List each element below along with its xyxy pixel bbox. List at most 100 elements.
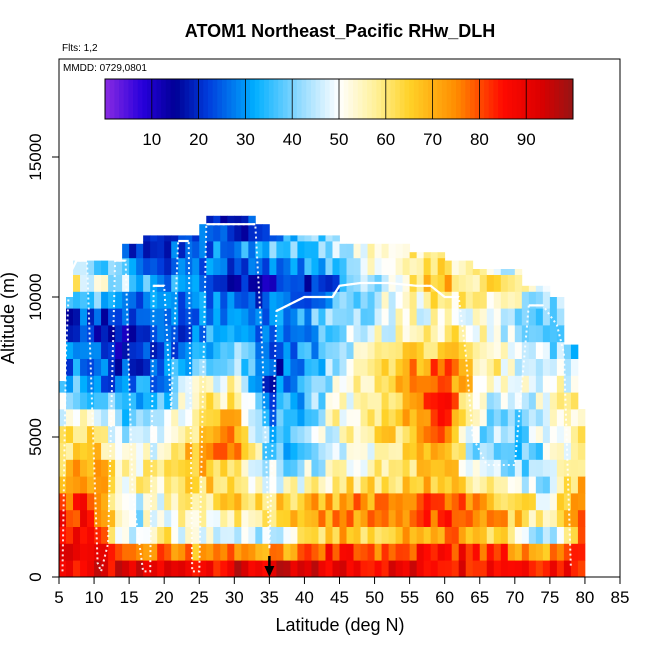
x-axis: 5 10 15 20 25 30 35 40 45 50 55 60 65 70 75 80 85 — [54, 577, 629, 607]
heatmap-cell — [479, 341, 488, 359]
heatmap-cell — [346, 560, 354, 577]
heatmap-cell — [500, 308, 509, 326]
heatmap-cell — [220, 341, 228, 359]
heatmap-cell — [157, 543, 165, 561]
heatmap-cell — [563, 526, 572, 544]
heatmap-cell — [290, 459, 298, 477]
heatmap-cell — [395, 341, 404, 359]
heatmap-cell — [234, 560, 242, 577]
colorbar-segment — [381, 79, 387, 119]
heatmap-cell — [115, 425, 123, 443]
heatmap-cell — [185, 493, 193, 511]
colorbar-segment — [109, 79, 115, 119]
heatmap-cell — [185, 291, 193, 309]
colorbar-segment — [353, 79, 359, 119]
heatmap-cell — [500, 358, 509, 376]
heatmap-cell — [262, 409, 270, 427]
heatmap-cell — [549, 392, 558, 410]
heatmap-cell — [262, 442, 270, 460]
heatmap-cell — [570, 425, 579, 443]
heatmap-cell — [129, 425, 137, 443]
heatmap-cell — [241, 341, 249, 359]
heatmap-cell — [290, 325, 298, 343]
heatmap-cell — [325, 325, 333, 343]
heatmap-cell — [486, 493, 495, 511]
colorbar-segment — [441, 79, 448, 119]
heatmap-cell — [269, 341, 277, 359]
heatmap-cell — [227, 224, 235, 242]
heatmap-cell — [283, 493, 291, 511]
heatmap-cell — [178, 241, 186, 259]
x-tick-label: 30 — [225, 588, 244, 607]
heatmap-cell — [514, 392, 523, 410]
heatmap-cell — [220, 509, 228, 527]
heatmap-cell — [409, 425, 418, 443]
heatmap-cell — [563, 375, 572, 393]
heatmap-cell — [269, 257, 277, 275]
heatmap-cell — [199, 425, 207, 443]
colorbar-segment — [287, 79, 293, 119]
heatmap-cell — [157, 526, 165, 544]
heatmap-cell — [73, 375, 81, 393]
heatmap-cell — [248, 215, 256, 225]
heatmap-cell — [339, 442, 347, 460]
heatmap-cell — [185, 392, 193, 410]
heatmap-cell — [311, 509, 319, 527]
colorbar-segment — [217, 79, 223, 119]
heatmap-cell — [409, 325, 418, 343]
heatmap-cell — [283, 358, 291, 376]
heatmap-cell — [115, 493, 123, 511]
heatmap-cell — [381, 392, 389, 410]
heatmap-cell — [353, 493, 361, 511]
heatmap-cell — [521, 409, 530, 427]
heatmap-cell — [311, 325, 319, 343]
heatmap-cell — [66, 526, 74, 544]
heatmap-cell — [59, 381, 67, 393]
heatmap-cell — [220, 560, 228, 577]
heatmap-cell — [178, 325, 186, 343]
heatmap-cell — [332, 409, 340, 427]
heatmap-cell — [276, 476, 284, 494]
heatmap-cell — [563, 344, 572, 359]
heatmap-cell — [269, 543, 277, 561]
heatmap-cell — [472, 543, 481, 561]
heatmap-cell — [171, 493, 179, 511]
heatmap-cell — [528, 560, 537, 577]
heatmap-cell — [332, 560, 340, 577]
heatmap-cell — [150, 459, 158, 477]
heatmap-cell — [269, 409, 277, 427]
heatmap-cell — [122, 308, 130, 326]
heatmap-cell — [66, 425, 74, 443]
heatmap-cell — [255, 425, 263, 443]
heatmap-cell — [416, 358, 425, 376]
heatmap-cell — [178, 235, 186, 242]
heatmap-cell — [493, 543, 502, 561]
heatmap-cell — [143, 274, 151, 292]
heatmap-cell — [409, 560, 418, 577]
heatmap-cell — [115, 291, 123, 309]
heatmap-cell — [514, 325, 523, 343]
heatmap-cell — [241, 308, 249, 326]
heatmap-cell — [199, 526, 207, 544]
heatmap-cell — [171, 291, 179, 309]
heatmap-cell — [108, 459, 116, 477]
heatmap-cell — [507, 291, 516, 309]
heatmap-cell — [318, 442, 326, 460]
heatmap-cell — [381, 425, 389, 443]
heatmap-cell — [458, 375, 467, 393]
heatmap-cell — [437, 308, 446, 326]
heatmap-cell — [570, 358, 579, 376]
heatmap-cell — [136, 425, 144, 443]
heatmap-cell — [556, 543, 565, 561]
flight-track-level-leg — [275, 281, 459, 312]
heatmap-cell — [409, 543, 418, 561]
heatmap-cell — [479, 274, 488, 292]
heatmap-cell — [479, 476, 488, 494]
heatmap-cell — [283, 375, 291, 393]
heatmap-cell — [444, 476, 453, 494]
heatmap-cell — [164, 476, 172, 494]
heatmap-cell — [241, 215, 249, 225]
heatmap-cell — [367, 308, 375, 326]
heatmap-cell — [367, 392, 375, 410]
heatmap-cell — [297, 325, 305, 343]
